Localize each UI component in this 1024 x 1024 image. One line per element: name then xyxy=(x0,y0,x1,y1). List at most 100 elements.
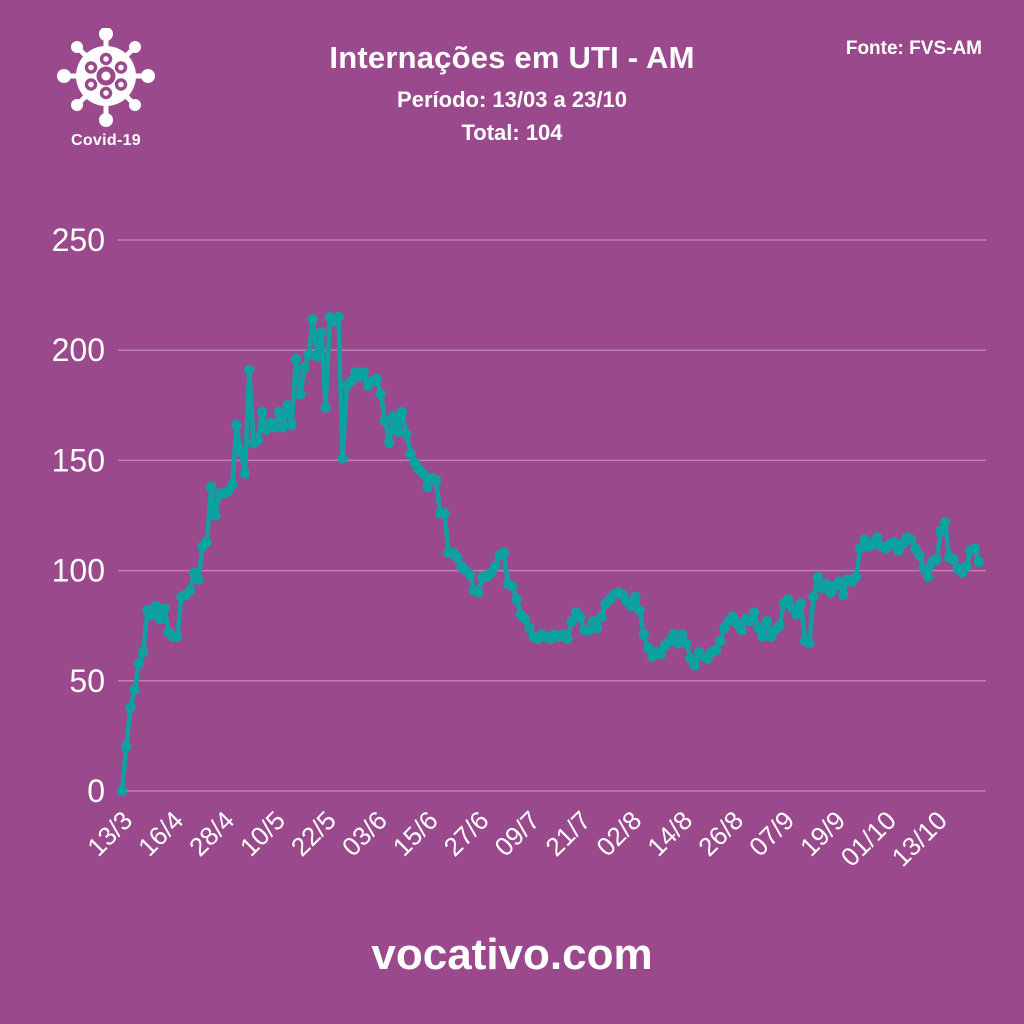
data-point xyxy=(676,629,688,640)
data-point xyxy=(850,572,862,583)
data-point xyxy=(872,532,883,543)
x-tick-label: 22/5 xyxy=(285,805,342,862)
data-point xyxy=(715,635,726,647)
data-point xyxy=(562,633,573,645)
covid-badge-label: Covid-19 xyxy=(71,132,141,149)
data-point xyxy=(634,605,645,616)
data-point xyxy=(833,576,845,587)
total-label: Total: 104 xyxy=(461,120,563,145)
x-tick-label: 27/6 xyxy=(438,805,495,862)
data-point xyxy=(125,702,136,713)
data-point xyxy=(935,525,946,537)
x-tick-label: 09/7 xyxy=(489,805,546,862)
data-point xyxy=(761,616,773,627)
data-point xyxy=(596,611,607,623)
x-tick-label: 02/8 xyxy=(590,805,647,862)
data-point xyxy=(405,448,416,459)
y-tick-label: 50 xyxy=(69,663,105,699)
x-tick-label: 10/5 xyxy=(234,805,291,862)
virus-body xyxy=(76,46,136,106)
data-point xyxy=(774,620,785,631)
x-tick-label: 28/4 xyxy=(183,805,240,862)
data-point xyxy=(791,609,802,620)
data-point xyxy=(490,561,501,572)
data-point xyxy=(210,510,221,521)
data-point xyxy=(808,591,819,603)
x-tick-label: 16/4 xyxy=(132,805,189,862)
data-point xyxy=(146,609,157,620)
data-point xyxy=(278,422,289,433)
data-point xyxy=(625,600,637,612)
covid-badge: Covid-19 xyxy=(50,28,162,150)
data-point xyxy=(345,375,357,387)
data-point xyxy=(689,660,700,671)
data-point xyxy=(914,550,925,561)
data-point xyxy=(838,589,849,600)
data-point xyxy=(316,327,327,338)
data-point xyxy=(655,649,666,660)
data-point xyxy=(150,600,162,612)
data-point xyxy=(379,415,391,426)
data-point xyxy=(583,624,594,636)
data-point xyxy=(358,367,369,378)
data-point xyxy=(710,644,722,656)
data-point xyxy=(855,543,866,554)
data-point xyxy=(282,400,293,411)
footer-site: vocativo.com xyxy=(371,930,653,979)
data-point xyxy=(782,594,794,605)
data-point xyxy=(244,364,255,376)
data-point xyxy=(430,475,442,486)
data-point xyxy=(384,437,395,448)
data-point xyxy=(918,563,929,574)
data-point xyxy=(575,611,586,623)
data-point xyxy=(948,554,959,565)
data-point xyxy=(672,638,683,649)
data-point xyxy=(922,572,934,583)
x-tick-label: 13/3 xyxy=(81,805,138,862)
data-point xyxy=(290,353,302,365)
coronavirus-icon xyxy=(57,28,155,127)
data-point xyxy=(969,543,980,554)
data-point xyxy=(566,616,577,627)
data-point xyxy=(396,406,408,418)
x-tick-label: 26/8 xyxy=(692,805,749,862)
data-point xyxy=(804,638,815,649)
data-point xyxy=(239,468,251,479)
data-point xyxy=(337,453,348,464)
y-tick-label: 200 xyxy=(52,332,105,368)
data-point xyxy=(299,362,310,373)
data-point xyxy=(507,580,518,592)
data-point xyxy=(439,508,450,519)
y-tick-label: 250 xyxy=(52,222,105,258)
y-tick-label: 150 xyxy=(52,442,105,478)
data-point xyxy=(757,631,768,642)
data-point xyxy=(973,556,985,567)
data-point xyxy=(638,629,649,640)
data-point xyxy=(681,638,692,649)
data-point xyxy=(286,419,297,431)
data-point xyxy=(184,585,196,596)
data-point xyxy=(905,534,917,545)
data-point xyxy=(133,658,145,669)
period-subtitle: Período: 13/03 a 23/10 xyxy=(397,87,627,112)
data-point xyxy=(116,785,128,797)
data-point xyxy=(256,406,268,418)
data-point xyxy=(201,536,213,548)
data-point xyxy=(422,481,433,492)
x-tick-label: 07/9 xyxy=(743,805,800,862)
x-tick-label: 14/8 xyxy=(641,805,698,862)
data-point xyxy=(333,311,344,323)
data-point xyxy=(753,622,764,634)
virus-dots xyxy=(84,52,128,100)
data-point xyxy=(227,479,238,490)
data-point xyxy=(388,411,399,422)
data-point xyxy=(129,684,140,695)
data-point xyxy=(592,622,603,634)
page-title: Internações em UTI - AM xyxy=(329,40,695,75)
x-tick-label: 21/7 xyxy=(539,805,596,862)
data-point xyxy=(744,616,756,627)
data-point xyxy=(452,552,463,563)
data-point xyxy=(668,629,679,640)
data-point xyxy=(375,389,386,400)
